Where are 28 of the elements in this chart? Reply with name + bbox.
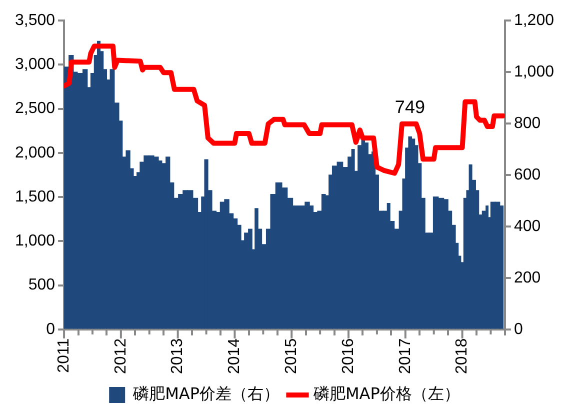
y-tick-label: 3,000 [14, 56, 56, 74]
y2-tick-label: 600 [514, 166, 541, 184]
y2-tick-label: 1,200 [514, 12, 554, 30]
y2-tick-label: 400 [514, 218, 541, 235]
y-tick-label: 2,500 [14, 100, 56, 118]
bar [204, 159, 208, 329]
y-tick-label: 2,000 [14, 144, 56, 162]
x-tick-label: 2017 [396, 338, 414, 374]
x-tick-label: 2016 [340, 338, 357, 374]
y2-tick-label: 0 [514, 320, 523, 338]
y2-tick-label: 1,000 [514, 63, 554, 80]
annotation: 749 [394, 96, 425, 117]
y2-tick-label: 200 [514, 269, 541, 286]
legend-label: 磷肥MAP价差（右） [132, 384, 280, 404]
x-tick-label: 2011 [55, 338, 72, 373]
x-tick-label: 2012 [112, 338, 130, 374]
x-tick-label: 2015 [283, 338, 300, 374]
x-tick-label: 2013 [169, 338, 186, 374]
y-tick-label: 0 [46, 320, 56, 338]
y-tick-label: 1,500 [14, 188, 56, 206]
y-tick-label: 500 [28, 276, 56, 294]
y-tick-label: 3,500 [14, 12, 56, 30]
bar [77, 73, 84, 329]
x-tick-label: 2018 [454, 338, 471, 374]
x-tick-label: 2014 [226, 338, 244, 374]
legend-label: 磷肥MAP价格（左） [312, 384, 460, 404]
y-tick-label: 1,000 [14, 232, 56, 250]
y2-tick-label: 800 [514, 114, 541, 132]
